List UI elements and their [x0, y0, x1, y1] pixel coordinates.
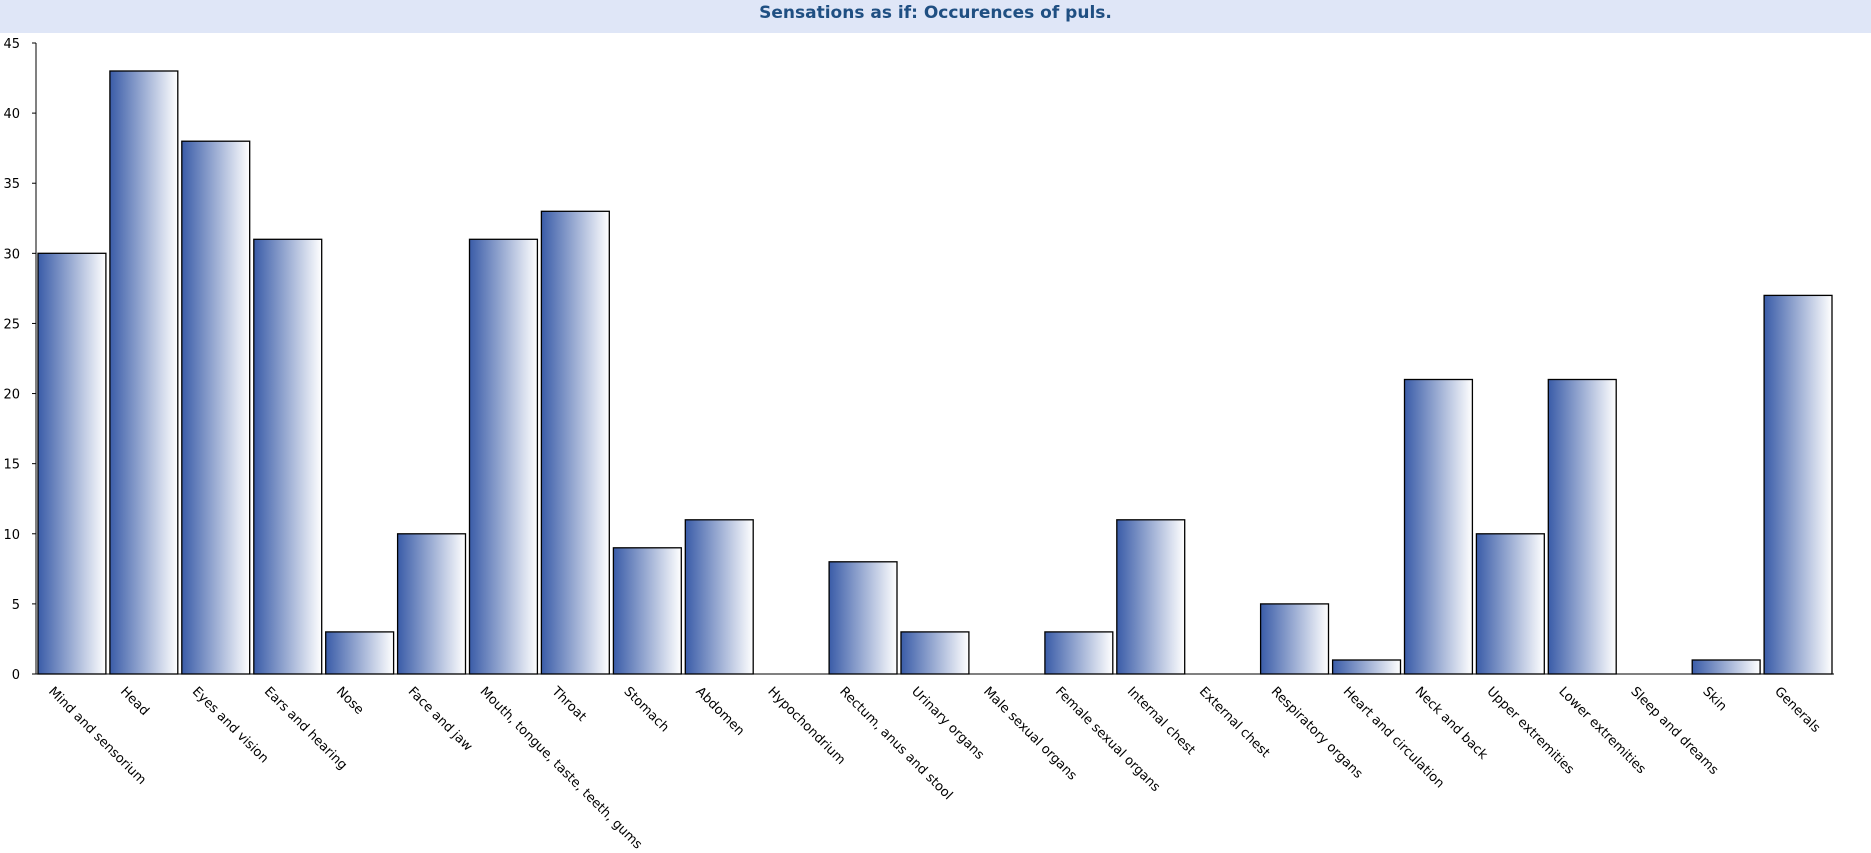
x-tick-label: Generals: [1771, 684, 1823, 736]
chart-title: Sensations as if: Occurences of puls.: [759, 3, 1112, 23]
bar-heart-and-circulation: [1331, 659, 1402, 675]
bar-female-sexual-organs: [1044, 631, 1114, 675]
x-tick-label: External chest: [1196, 684, 1273, 761]
bar-respiratory-organs: [1259, 603, 1330, 675]
y-tick-labels: 0 5 10 15 20 25 30 35 40 45: [3, 37, 36, 683]
bar-upper-extremities: [1475, 533, 1545, 675]
y-tick-label: 30: [3, 247, 20, 262]
y-tick-label: 40: [3, 107, 20, 122]
y-tick-label: 5: [12, 598, 20, 613]
bar-rectum-anus-and-stool: [828, 561, 898, 675]
bar-throat: [540, 210, 610, 675]
bar-mouth-tongue-taste-teeth-gums: [468, 238, 539, 675]
x-tick-label: Internal chest: [1124, 684, 1198, 758]
bar-mind-and-sensorium: [37, 252, 107, 675]
x-tick-label: Urinary organs: [908, 684, 987, 763]
x-tick-label: Skin: [1699, 684, 1729, 714]
x-tick-label: Head: [117, 684, 152, 719]
bar-neck-and-back: [1403, 378, 1474, 675]
x-tick-label: Mouth, tongue, taste, teeth, gums: [477, 684, 645, 852]
bar-stomach: [612, 547, 682, 675]
y-tick-label: 35: [3, 177, 20, 192]
bar-abdomen: [684, 519, 754, 675]
x-tick-label: Throat: [548, 684, 589, 725]
x-tick-label: Abdomen: [692, 684, 747, 739]
bar-skin: [1691, 659, 1761, 675]
bar-head: [109, 70, 179, 675]
bar-generals: [1763, 294, 1833, 675]
bar-internal-chest: [1116, 519, 1186, 675]
title-bar: [0, 0, 1871, 33]
y-tick-label: 25: [3, 317, 20, 332]
y-tick-label: 15: [3, 458, 20, 473]
axes-group: [35, 43, 1834, 675]
bar-eyes-and-vision: [181, 140, 251, 675]
y-tick-label: 20: [3, 388, 20, 403]
x-tick-label: Face and jaw: [405, 684, 475, 754]
y-tick-label: 0: [12, 668, 20, 683]
x-tick-label: Nose: [333, 684, 367, 718]
bar-urinary-organs: [900, 631, 970, 675]
y-tick-label: 45: [3, 37, 20, 52]
bar-nose: [325, 631, 395, 675]
bar-face-and-jaw: [396, 533, 467, 675]
bar-ears-and-hearing: [253, 238, 323, 675]
x-tick-label: Hypochondrium: [764, 684, 848, 768]
x-tick-label: Eyes and vision: [189, 684, 271, 766]
y-tick-label: 10: [3, 528, 20, 543]
bar-lower-extremities: [1547, 378, 1617, 675]
x-tick-label: Stomach: [621, 684, 672, 735]
bars-group: [37, 70, 1833, 675]
x-tick-label: Neck and back: [1412, 684, 1491, 763]
